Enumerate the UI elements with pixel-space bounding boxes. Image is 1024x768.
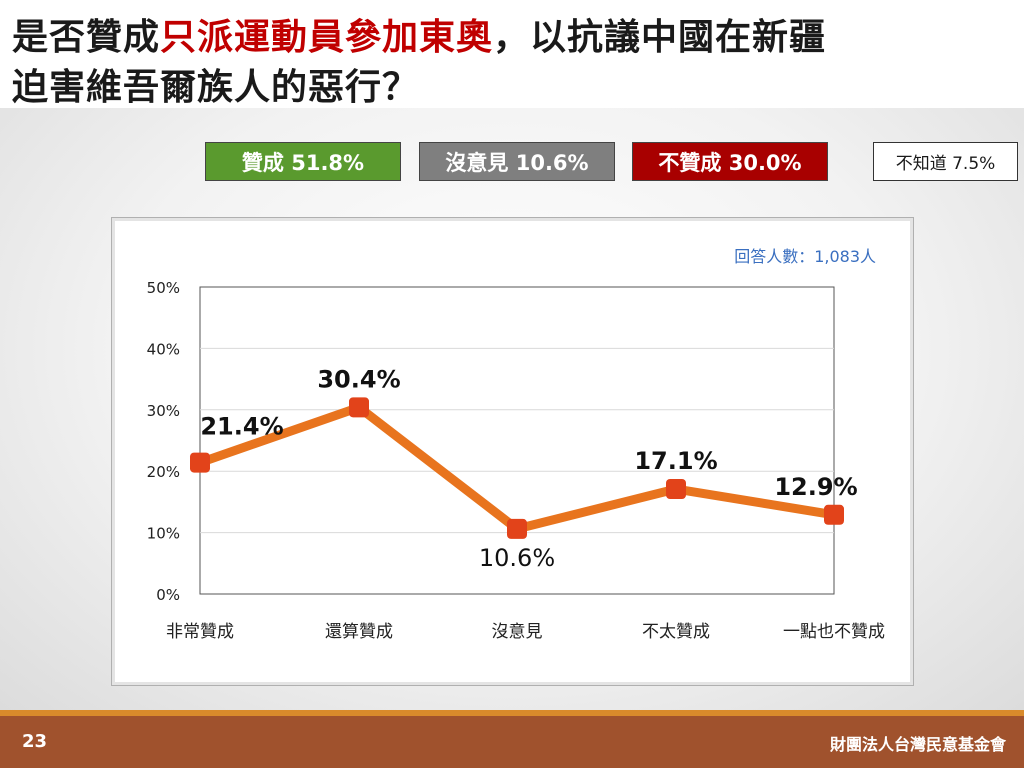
data-label: 12.9%	[774, 473, 857, 501]
summary-agree: 贊成 51.8%	[205, 142, 401, 181]
title-area: 是否贊成只派運動員參加東奧，以抗議中國在新疆 迫害維吾爾族人的惡行？	[0, 0, 1024, 108]
data-label: 17.1%	[634, 447, 717, 475]
y-tick-label: 0%	[156, 586, 180, 604]
data-point	[666, 479, 686, 500]
title-part-2: ，以抗議中國在新疆	[493, 17, 827, 58]
page-number: 23	[22, 731, 48, 752]
title-part-1: 是否贊成	[12, 17, 161, 58]
respondent-count: 回答人數：1,083人	[734, 247, 876, 266]
data-point	[349, 397, 369, 418]
y-tick-label: 20%	[147, 463, 180, 481]
x-tick-label: 不太贊成	[642, 622, 710, 642]
data-label: 30.4%	[317, 365, 400, 393]
x-tick-label: 非常贊成	[166, 622, 234, 642]
plot-area	[199, 286, 835, 595]
footer-bar	[0, 710, 1024, 768]
x-tick-label: 一點也不贊成	[783, 622, 885, 642]
summary-dont-know: 不知道 7.5%	[873, 142, 1018, 181]
y-tick-label: 10%	[147, 525, 180, 543]
data-point	[824, 504, 844, 525]
page-title-line-2: 迫害維吾爾族人的惡行？	[12, 67, 420, 108]
x-tick-label: 沒意見	[492, 622, 543, 642]
organization-name: 財團法人台灣民意基金會	[829, 735, 1006, 754]
summary-no-opinion: 沒意見 10.6%	[419, 142, 615, 181]
data-point	[507, 518, 527, 539]
y-tick-label: 30%	[147, 402, 180, 420]
page-title-line-1: 是否贊成只派運動員參加東奧，以抗議中國在新疆	[12, 8, 826, 60]
x-tick-label: 還算贊成	[325, 622, 393, 642]
data-label: 10.6%	[479, 544, 555, 572]
y-tick-label: 50%	[147, 279, 180, 297]
title-highlight: 只派運動員參加東奧	[160, 17, 494, 58]
y-tick-label: 40%	[147, 340, 180, 358]
data-point	[190, 452, 210, 473]
data-label: 21.4%	[200, 413, 283, 441]
summary-disagree: 不贊成 30.0%	[632, 142, 828, 181]
